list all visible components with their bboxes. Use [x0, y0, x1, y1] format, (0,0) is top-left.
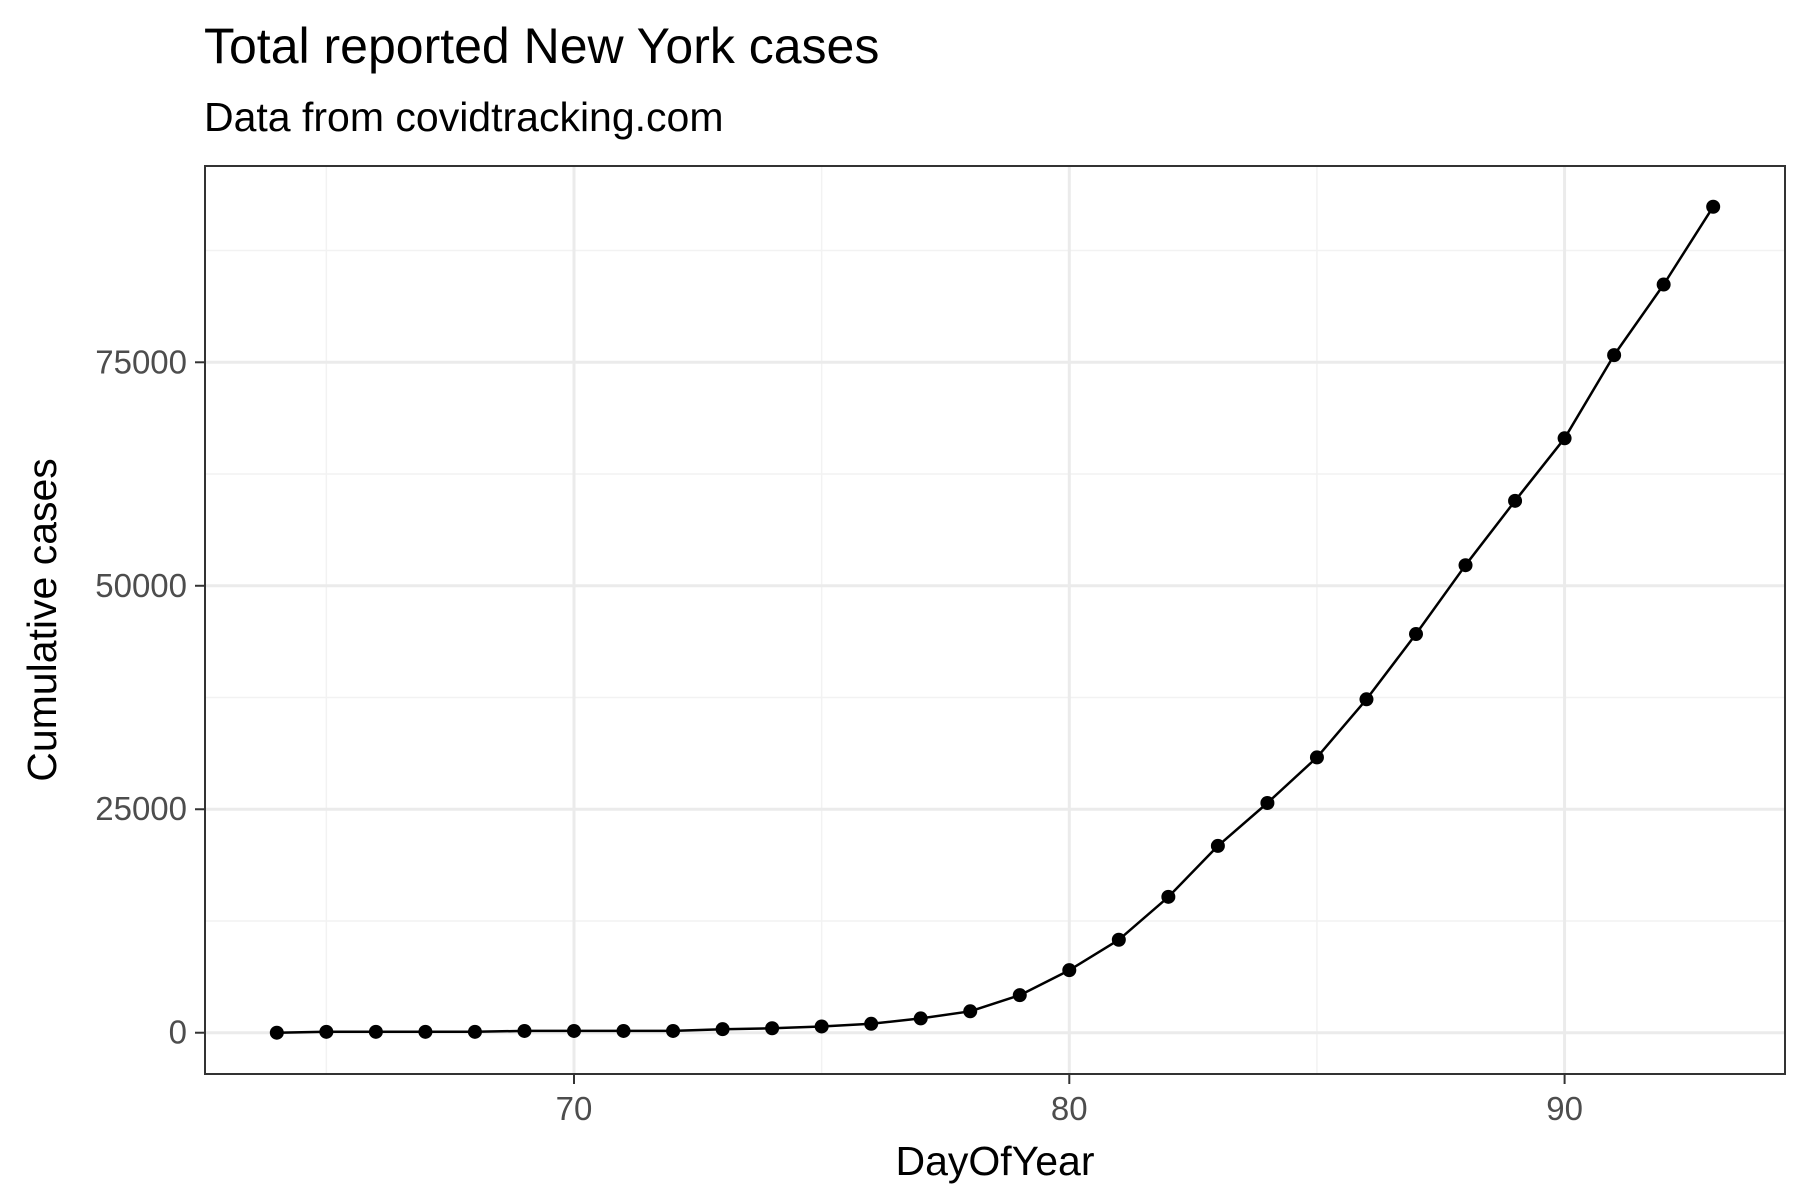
data-point: [517, 1023, 532, 1038]
chart-title: Total reported New York cases: [204, 18, 879, 74]
data-point: [319, 1024, 334, 1039]
major-grid: [205, 166, 1785, 1074]
data-point: [1656, 277, 1671, 292]
y-tick-label: 0: [169, 1014, 187, 1051]
series-line-group: [276, 206, 1715, 1034]
data-point: [566, 1023, 581, 1038]
data-point: [616, 1023, 631, 1038]
data-point: [864, 1016, 879, 1031]
y-tick-label: 25000: [95, 790, 187, 827]
y-axis: 0 25000 50000 75000: [95, 343, 205, 1051]
x-axis-title: DayOfYear: [895, 1138, 1094, 1184]
data-point: [1309, 750, 1324, 765]
data-point: [1359, 692, 1374, 707]
x-tick-label: 70: [556, 1090, 593, 1127]
data-point: [1458, 558, 1473, 573]
y-tick-label: 75000: [95, 343, 187, 380]
data-point: [814, 1019, 829, 1034]
data-point: [666, 1023, 681, 1038]
series-line: [276, 206, 1715, 1034]
x-tick-label: 80: [1051, 1090, 1088, 1127]
data-point: [1607, 348, 1622, 363]
data-point: [1062, 963, 1077, 978]
data-point: [1012, 988, 1027, 1003]
data-point: [1557, 431, 1572, 446]
data-point: [269, 1025, 284, 1040]
data-point: [765, 1021, 780, 1036]
data-point: [418, 1024, 433, 1039]
chart-subtitle: Data from covidtracking.com: [204, 94, 724, 140]
data-point: [368, 1024, 383, 1039]
x-axis: 70 80 90: [556, 1074, 1583, 1127]
data-point: [467, 1024, 482, 1039]
data-point: [963, 1004, 978, 1019]
minor-grid: [205, 166, 1785, 1074]
data-point: [1706, 199, 1721, 214]
y-axis-title: Cumulative cases: [19, 458, 65, 782]
data-point: [1508, 493, 1523, 508]
data-point: [1409, 627, 1424, 642]
data-point: [913, 1011, 928, 1026]
x-tick-label: 90: [1546, 1090, 1583, 1127]
data-point: [1260, 795, 1275, 810]
series-points-group: [269, 199, 1721, 1040]
panel-border: [204, 165, 1786, 1075]
y-tick-label: 50000: [95, 567, 187, 604]
data-point: [715, 1022, 730, 1037]
data-point: [1161, 889, 1176, 904]
data-point: [1210, 838, 1225, 853]
data-point: [1111, 932, 1126, 947]
